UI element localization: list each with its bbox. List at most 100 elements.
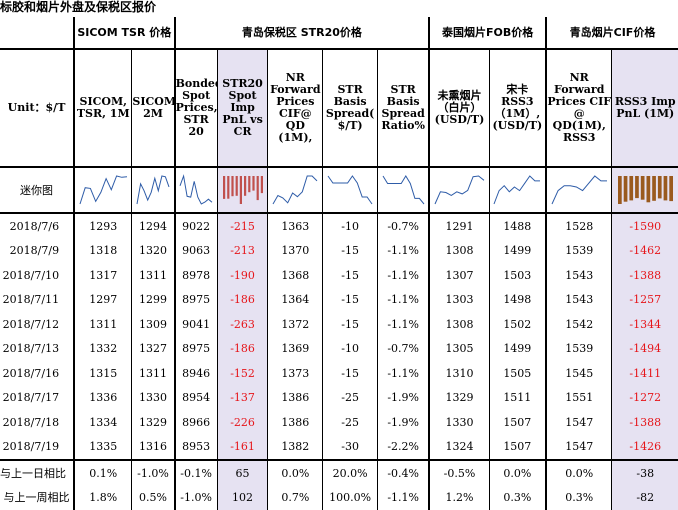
cell-value: -1257 xyxy=(611,287,678,312)
cell-value: 1502 xyxy=(488,312,546,337)
sparkline-path xyxy=(79,175,127,205)
sparkline-bar xyxy=(646,176,650,203)
cell-value: 1291 xyxy=(428,213,490,239)
summary-value: -1.0% xyxy=(131,459,175,485)
cell-value: 1547 xyxy=(544,434,612,460)
group-thai-fob: 泰国烟片FOB价格 xyxy=(428,17,546,50)
cell-value: -25 xyxy=(322,385,378,410)
cell-value: -15 xyxy=(322,287,378,312)
summary-value: -1.1% xyxy=(377,485,430,510)
cell-value: 1511 xyxy=(488,385,546,410)
cell-value: -25 xyxy=(322,410,378,435)
col-basis-ratio: STR Basis Spread Ratio% xyxy=(377,49,430,168)
cell-value: -1494 xyxy=(611,336,678,361)
group-qingdao-str20: 青岛保税区 STR20价格 xyxy=(173,17,430,50)
sparkline-bar xyxy=(239,176,242,204)
cell-value: 9041 xyxy=(173,312,218,337)
cell-value: 1368 xyxy=(267,263,323,288)
sparkline-path xyxy=(179,174,213,205)
col-nr-forward: NR Forward Prices CIF@ QD (1M), xyxy=(267,49,323,168)
cell-value: 1498 xyxy=(488,287,546,312)
cell-value: 1382 xyxy=(267,434,323,460)
summary-value: 0.5% xyxy=(131,485,175,510)
sparkline-nr-forward-rss3-cell xyxy=(544,167,612,214)
cell-value: 1336 xyxy=(73,385,132,410)
sparkline-bar xyxy=(226,176,229,199)
cell-value: 8946 xyxy=(173,361,218,386)
row-date: 2018/7/11 xyxy=(2,293,60,307)
sparkline-unsmoked-sheet-cell xyxy=(428,167,490,214)
cell-value: -1.9% xyxy=(377,410,430,435)
sparkline-bar xyxy=(617,176,622,204)
sparkline-bar xyxy=(235,176,238,196)
sparkline-bar xyxy=(222,176,225,199)
page-title: 标胶和烟片外盘及保税区报价 xyxy=(0,0,157,14)
col-rss3-pnl: RSS3 Imp PnL (1M) xyxy=(611,49,678,168)
cell-value: -1272 xyxy=(611,385,678,410)
cell-value: 1499 xyxy=(488,336,546,361)
cell-value: 8953 xyxy=(173,434,218,460)
sparkline-path xyxy=(136,175,170,205)
col-sicom-1m: SICOM, TSR, 1M xyxy=(73,49,132,168)
summary-value: 20.0% xyxy=(322,459,378,485)
sparkline-bar xyxy=(256,176,259,201)
summary-value: 0.7% xyxy=(267,485,323,510)
sparkline-row: 迷你图 xyxy=(0,167,678,214)
cell-value: -1.1% xyxy=(377,238,430,263)
cell-value: 1307 xyxy=(428,263,490,288)
cell-value: -213 xyxy=(216,238,268,263)
sparkline-basis-ratio-cell xyxy=(377,167,430,214)
summary-value: -0.5% xyxy=(428,459,490,485)
table-row: 2018/7/10 1317 1311 8978 -190 1368 -15 -1.1% 130… xyxy=(0,263,678,288)
sparkline-sicom-2m xyxy=(136,175,170,205)
cell-value: 1364 xyxy=(267,287,323,312)
cell-value: 1330 xyxy=(131,385,175,410)
cell-value: 1316 xyxy=(131,434,175,460)
cell-value: 8966 xyxy=(173,410,218,435)
cell-value: -15 xyxy=(322,238,378,263)
cell-value: -30 xyxy=(322,434,378,460)
sparkline-label: 迷你图 xyxy=(0,167,75,214)
sparkline-bar xyxy=(260,176,263,194)
sparkline-unsmoked-sheet xyxy=(434,175,485,205)
cell-value: 1332 xyxy=(73,336,132,361)
cell-value: -1.1% xyxy=(377,263,430,288)
sparkline-sicom-1m-cell xyxy=(73,167,132,214)
table-row: 2018/7/12 1311 1309 9041 -263 1372 -15 -1.1% 130… xyxy=(0,312,678,337)
sparkline-bar xyxy=(230,176,234,197)
cell-value: 1386 xyxy=(267,410,323,435)
cell-value: 8975 xyxy=(173,336,218,361)
summary-value: 0.0% xyxy=(544,459,612,485)
row-date: 2018/7/13 xyxy=(2,342,60,356)
cell-value: 1545 xyxy=(544,361,612,386)
cell-value: 1334 xyxy=(73,410,132,435)
cell-value: 1507 xyxy=(488,434,546,460)
cell-value: -152 xyxy=(216,361,268,386)
sparkline-bar xyxy=(243,176,246,196)
sparkline-path xyxy=(434,175,485,205)
sparkline-bar xyxy=(669,176,673,202)
cell-value: 1370 xyxy=(267,238,323,263)
summary-row: 与上一周相比 1.8% 0.5% -1.0% 102 0.7% 100.0% -1.1% 1.2… xyxy=(0,485,678,510)
cell-value: -1.1% xyxy=(377,361,430,386)
row-date: 2018/7/16 xyxy=(2,366,60,380)
cell-value: -10 xyxy=(322,213,378,239)
cell-value: 1373 xyxy=(267,361,323,386)
summary-value: 100.0% xyxy=(322,485,378,510)
cell-value: -186 xyxy=(216,336,268,361)
group-qingdao-cif: 青岛烟片CIF价格 xyxy=(544,17,678,50)
cell-value: 1311 xyxy=(131,361,175,386)
sparkline-str20-pnl xyxy=(222,176,263,204)
cell-value: 1542 xyxy=(544,312,612,337)
cell-value: 1308 xyxy=(428,312,490,337)
sparkline-nr-forward-rss3 xyxy=(551,175,607,205)
cell-value: 1294 xyxy=(131,213,175,239)
cell-value: 1551 xyxy=(544,385,612,410)
row-date: 2018/7/17 xyxy=(2,391,60,405)
cell-value: 1311 xyxy=(73,312,132,337)
cell-value: 1329 xyxy=(131,410,175,435)
cell-value: -1.1% xyxy=(377,287,430,312)
group-sicom: SICOM TSR 价格 xyxy=(73,17,175,50)
sparkline-path xyxy=(551,175,607,205)
summary-value: -1.0% xyxy=(173,485,218,510)
